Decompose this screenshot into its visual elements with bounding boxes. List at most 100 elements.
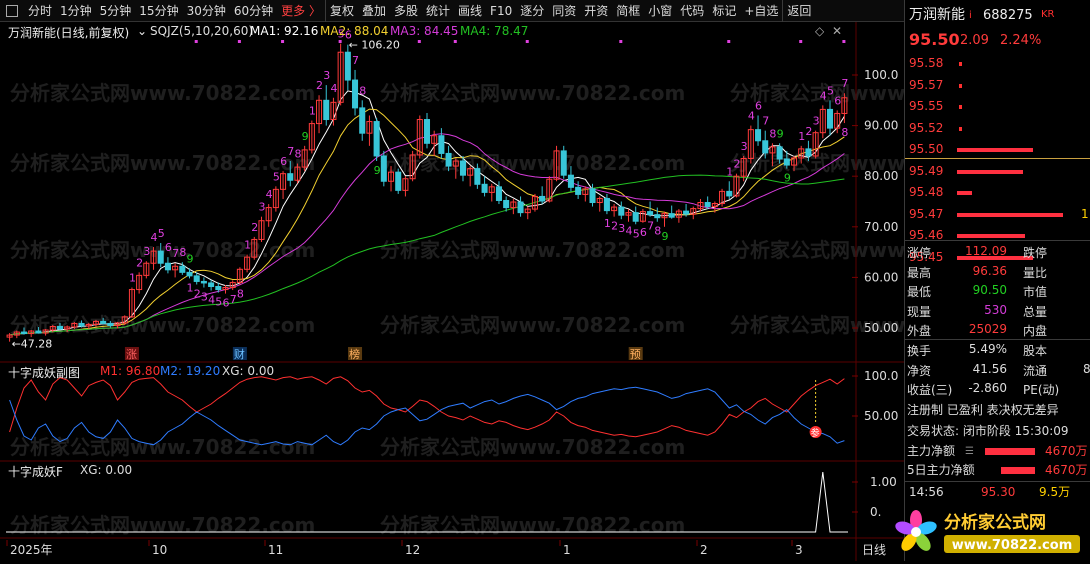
candle-body — [783, 158, 790, 166]
close-icon[interactable]: ✕ — [832, 24, 843, 38]
candle-body — [13, 331, 20, 336]
candle — [316, 95, 323, 134]
tick-price: 95.30 — [981, 485, 1016, 499]
td-down-count: 8 — [841, 126, 848, 139]
toolbar-item-8[interactable]: 叠加 — [361, 3, 386, 18]
candle-body — [812, 132, 819, 157]
top-mark — [417, 40, 421, 43]
candle-body — [150, 250, 157, 264]
toolbar-item-14[interactable]: 同资 — [552, 3, 577, 18]
td-up-count: 2 — [136, 256, 143, 269]
td-up-count: 7 — [352, 54, 359, 67]
candle-body — [316, 99, 323, 125]
candle-body — [200, 280, 207, 284]
sub1-tick-label: 100.0 — [864, 369, 898, 383]
toolbar-item-4[interactable]: 30分钟 — [186, 3, 226, 18]
candle-body — [690, 208, 697, 215]
candle-body — [330, 101, 337, 121]
candle — [510, 198, 517, 215]
orderbook-row: 95.58 — [905, 54, 1090, 75]
candle — [294, 163, 301, 184]
candle — [805, 140, 812, 162]
toolbar-item-12[interactable]: F10 — [490, 3, 513, 18]
stat-value: 8 — [1083, 361, 1090, 376]
ob-volume-bar — [957, 148, 1033, 152]
candle-body — [157, 250, 164, 264]
toolbar-item-5[interactable]: 60分钟 — [233, 3, 274, 18]
candle — [92, 319, 99, 327]
toolbar-item-0[interactable]: 分时 — [28, 3, 53, 18]
candle — [244, 254, 251, 273]
candle — [78, 320, 85, 328]
candle — [582, 186, 589, 202]
toolbar-item-7[interactable]: 复权 — [329, 3, 354, 18]
candle-body — [229, 281, 236, 289]
toolbar-item-11[interactable]: 画线 — [458, 3, 483, 18]
candle — [531, 193, 538, 212]
toolbar-item-16[interactable]: 简框 — [616, 3, 641, 18]
orderbook-row: 95.47 — [905, 205, 1090, 226]
candle — [265, 204, 272, 227]
candle-body — [423, 119, 431, 144]
candle — [611, 204, 618, 217]
ma-line-MA1 — [9, 90, 845, 336]
toolbar-item-17[interactable]: 小窗 — [648, 3, 673, 18]
orderbook-row: 95.50 — [905, 140, 1090, 161]
candle-body — [819, 108, 826, 134]
event-label: 预 — [630, 348, 641, 361]
indicator-label: SQJZ(5,10,20,60) — [150, 24, 254, 38]
toolbar-item-2[interactable]: 5分钟 — [99, 3, 132, 18]
td-up-count: 3 — [323, 69, 330, 82]
candle — [409, 150, 416, 182]
toolbar-item-20[interactable]: +自选 — [740, 0, 784, 22]
diamond-icon[interactable]: ◇ — [815, 24, 825, 38]
candle-body — [272, 188, 279, 209]
logo-url: www.70822.com — [952, 538, 1073, 553]
stat-label: 总量 — [1023, 304, 1048, 319]
toolbar-item-6[interactable]: 更多 〉 — [277, 0, 326, 22]
window-icon[interactable] — [6, 4, 18, 17]
net-main5-value: 4670万 — [1045, 463, 1088, 477]
candle-body — [546, 178, 553, 202]
stat-label: 现量 — [907, 304, 932, 319]
toolbar-item-21[interactable]: 返回 — [787, 3, 812, 18]
candle — [639, 209, 646, 223]
candle-body — [675, 210, 682, 218]
candle-body — [603, 197, 610, 212]
toolbar-item-13[interactable]: 逐分 — [520, 3, 545, 18]
tags: 注册制 已盈利 表决权无差异 — [907, 403, 1059, 417]
top-mark — [525, 40, 529, 43]
stat-label: 净资 — [907, 363, 932, 378]
ob-volume-bar — [957, 234, 1025, 238]
stat-label: 外盘 — [907, 324, 932, 338]
toolbar-item-1[interactable]: 1分钟 — [60, 3, 92, 18]
toolbar-item-9[interactable]: 多股 — [394, 3, 419, 18]
candle-body — [359, 107, 366, 134]
td-up-count: 6 — [280, 155, 287, 168]
candle-body — [481, 183, 488, 193]
candle — [308, 120, 315, 154]
candle — [719, 188, 726, 207]
candle — [258, 216, 265, 242]
candle — [488, 183, 495, 202]
candle-body — [380, 155, 387, 182]
td-up-count: 7 — [762, 115, 769, 128]
candle-body — [308, 123, 315, 151]
toolbar-item-18[interactable]: 代码 — [680, 3, 705, 18]
toolbar-item-10[interactable]: 统计 — [426, 3, 451, 18]
toolbar-item-19[interactable]: 标记 — [712, 3, 737, 18]
td-up-count: 1 — [726, 165, 733, 178]
toolbar-item-3[interactable]: 15分钟 — [139, 3, 179, 18]
watermark-text: 分析家公式网www.70822.com — [730, 81, 904, 105]
candle-body — [726, 190, 733, 197]
candle-body — [64, 326, 71, 330]
price-change: 2.09 — [960, 33, 989, 48]
list-icon[interactable]: ☰ — [965, 446, 974, 457]
candle — [625, 209, 632, 222]
orderbook-row: 95.45 — [905, 248, 1090, 269]
candle-body — [28, 330, 35, 335]
toolbar-item-15[interactable]: 开资 — [584, 3, 609, 18]
candle-body — [740, 157, 747, 177]
candle — [423, 112, 431, 149]
candle — [107, 320, 114, 328]
